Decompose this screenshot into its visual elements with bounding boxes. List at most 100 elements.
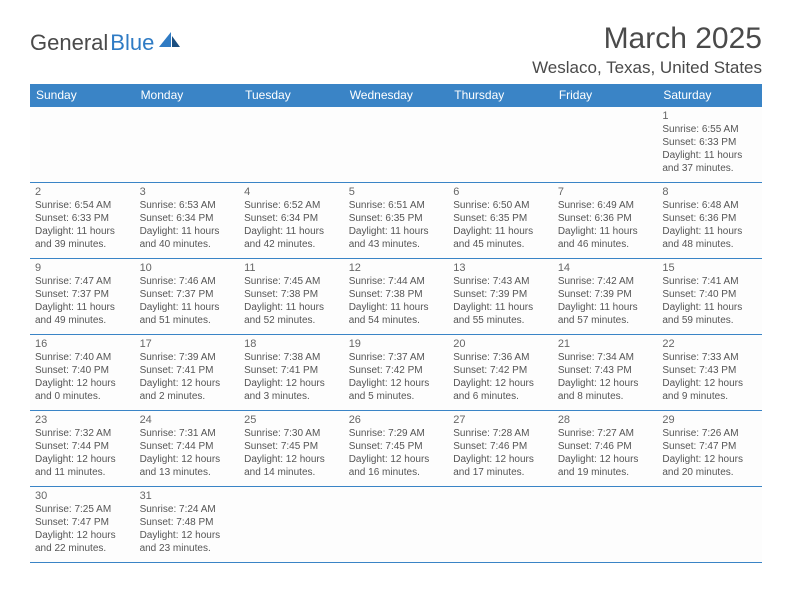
- calendar-cell: [239, 487, 344, 563]
- day-number: 7: [558, 186, 653, 198]
- calendar-cell: [657, 487, 762, 563]
- day-number: 30: [35, 490, 130, 502]
- day-info: Sunrise: 7:30 AMSunset: 7:45 PMDaylight:…: [244, 427, 339, 479]
- calendar-table: SundayMondayTuesdayWednesdayThursdayFrid…: [30, 84, 762, 563]
- calendar-cell: 11Sunrise: 7:45 AMSunset: 7:38 PMDayligh…: [239, 259, 344, 335]
- day-info: Sunrise: 6:53 AMSunset: 6:34 PMDaylight:…: [140, 199, 235, 251]
- calendar-row: 16Sunrise: 7:40 AMSunset: 7:40 PMDayligh…: [30, 335, 762, 411]
- calendar-cell: [344, 487, 449, 563]
- calendar-row: 1Sunrise: 6:55 AMSunset: 6:33 PMDaylight…: [30, 107, 762, 183]
- calendar-cell: 22Sunrise: 7:33 AMSunset: 7:43 PMDayligh…: [657, 335, 762, 411]
- day-number: 14: [558, 262, 653, 274]
- calendar-cell: 27Sunrise: 7:28 AMSunset: 7:46 PMDayligh…: [448, 411, 553, 487]
- day-number: 15: [662, 262, 757, 274]
- day-info: Sunrise: 7:36 AMSunset: 7:42 PMDaylight:…: [453, 351, 548, 403]
- calendar-cell: 16Sunrise: 7:40 AMSunset: 7:40 PMDayligh…: [30, 335, 135, 411]
- day-number: 16: [35, 338, 130, 350]
- day-info: Sunrise: 7:39 AMSunset: 7:41 PMDaylight:…: [140, 351, 235, 403]
- calendar-cell: 31Sunrise: 7:24 AMSunset: 7:48 PMDayligh…: [135, 487, 240, 563]
- day-number: 23: [35, 414, 130, 426]
- day-number: 10: [140, 262, 235, 274]
- day-info: Sunrise: 7:45 AMSunset: 7:38 PMDaylight:…: [244, 275, 339, 327]
- day-number: 29: [662, 414, 757, 426]
- day-header: Saturday: [657, 84, 762, 107]
- day-info: Sunrise: 7:24 AMSunset: 7:48 PMDaylight:…: [140, 503, 235, 555]
- calendar-cell: 17Sunrise: 7:39 AMSunset: 7:41 PMDayligh…: [135, 335, 240, 411]
- day-info: Sunrise: 7:31 AMSunset: 7:44 PMDaylight:…: [140, 427, 235, 479]
- day-number: 28: [558, 414, 653, 426]
- day-header: Sunday: [30, 84, 135, 107]
- calendar-cell: 2Sunrise: 6:54 AMSunset: 6:33 PMDaylight…: [30, 183, 135, 259]
- day-number: 12: [349, 262, 444, 274]
- day-number: 20: [453, 338, 548, 350]
- location-text: Weslaco, Texas, United States: [532, 58, 762, 78]
- calendar-cell: 19Sunrise: 7:37 AMSunset: 7:42 PMDayligh…: [344, 335, 449, 411]
- calendar-cell: 3Sunrise: 6:53 AMSunset: 6:34 PMDaylight…: [135, 183, 240, 259]
- day-number: 5: [349, 186, 444, 198]
- calendar-cell: [135, 107, 240, 183]
- calendar-cell: 8Sunrise: 6:48 AMSunset: 6:36 PMDaylight…: [657, 183, 762, 259]
- sail-icon: [159, 30, 181, 55]
- calendar-cell: 18Sunrise: 7:38 AMSunset: 7:41 PMDayligh…: [239, 335, 344, 411]
- calendar-cell: 9Sunrise: 7:47 AMSunset: 7:37 PMDaylight…: [30, 259, 135, 335]
- day-number: 26: [349, 414, 444, 426]
- day-info: Sunrise: 6:55 AMSunset: 6:33 PMDaylight:…: [662, 123, 757, 175]
- day-number: 17: [140, 338, 235, 350]
- day-header: Friday: [553, 84, 658, 107]
- day-info: Sunrise: 7:37 AMSunset: 7:42 PMDaylight:…: [349, 351, 444, 403]
- day-number: 3: [140, 186, 235, 198]
- day-header-row: SundayMondayTuesdayWednesdayThursdayFrid…: [30, 84, 762, 107]
- day-info: Sunrise: 7:27 AMSunset: 7:46 PMDaylight:…: [558, 427, 653, 479]
- page-header: GeneralBlue March 2025 Weslaco, Texas, U…: [30, 22, 762, 78]
- day-number: 13: [453, 262, 548, 274]
- day-number: 18: [244, 338, 339, 350]
- day-header: Monday: [135, 84, 240, 107]
- day-number: 9: [35, 262, 130, 274]
- calendar-cell: 1Sunrise: 6:55 AMSunset: 6:33 PMDaylight…: [657, 107, 762, 183]
- header-right: March 2025 Weslaco, Texas, United States: [532, 22, 762, 78]
- calendar-cell: 15Sunrise: 7:41 AMSunset: 7:40 PMDayligh…: [657, 259, 762, 335]
- calendar-cell: 20Sunrise: 7:36 AMSunset: 7:42 PMDayligh…: [448, 335, 553, 411]
- calendar-cell: 12Sunrise: 7:44 AMSunset: 7:38 PMDayligh…: [344, 259, 449, 335]
- day-number: 25: [244, 414, 339, 426]
- calendar-row: 23Sunrise: 7:32 AMSunset: 7:44 PMDayligh…: [30, 411, 762, 487]
- calendar-body: 1Sunrise: 6:55 AMSunset: 6:33 PMDaylight…: [30, 107, 762, 563]
- day-info: Sunrise: 6:51 AMSunset: 6:35 PMDaylight:…: [349, 199, 444, 251]
- day-number: 8: [662, 186, 757, 198]
- day-header: Thursday: [448, 84, 553, 107]
- calendar-cell: 21Sunrise: 7:34 AMSunset: 7:43 PMDayligh…: [553, 335, 658, 411]
- day-info: Sunrise: 7:40 AMSunset: 7:40 PMDaylight:…: [35, 351, 130, 403]
- day-number: 19: [349, 338, 444, 350]
- day-number: 27: [453, 414, 548, 426]
- day-number: 4: [244, 186, 339, 198]
- day-number: 24: [140, 414, 235, 426]
- day-info: Sunrise: 6:49 AMSunset: 6:36 PMDaylight:…: [558, 199, 653, 251]
- calendar-cell: 30Sunrise: 7:25 AMSunset: 7:47 PMDayligh…: [30, 487, 135, 563]
- day-info: Sunrise: 7:44 AMSunset: 7:38 PMDaylight:…: [349, 275, 444, 327]
- calendar-cell: 26Sunrise: 7:29 AMSunset: 7:45 PMDayligh…: [344, 411, 449, 487]
- calendar-cell: 4Sunrise: 6:52 AMSunset: 6:34 PMDaylight…: [239, 183, 344, 259]
- day-info: Sunrise: 7:33 AMSunset: 7:43 PMDaylight:…: [662, 351, 757, 403]
- day-number: 2: [35, 186, 130, 198]
- day-info: Sunrise: 7:28 AMSunset: 7:46 PMDaylight:…: [453, 427, 548, 479]
- day-info: Sunrise: 7:26 AMSunset: 7:47 PMDaylight:…: [662, 427, 757, 479]
- day-number: 6: [453, 186, 548, 198]
- day-info: Sunrise: 7:47 AMSunset: 7:37 PMDaylight:…: [35, 275, 130, 327]
- calendar-cell: [553, 487, 658, 563]
- month-title: March 2025: [532, 22, 762, 56]
- calendar-cell: [344, 107, 449, 183]
- day-number: 31: [140, 490, 235, 502]
- day-info: Sunrise: 7:25 AMSunset: 7:47 PMDaylight:…: [35, 503, 130, 555]
- calendar-cell: 6Sunrise: 6:50 AMSunset: 6:35 PMDaylight…: [448, 183, 553, 259]
- day-info: Sunrise: 7:29 AMSunset: 7:45 PMDaylight:…: [349, 427, 444, 479]
- logo-text-gray: General: [30, 32, 108, 54]
- calendar-cell: 25Sunrise: 7:30 AMSunset: 7:45 PMDayligh…: [239, 411, 344, 487]
- calendar-cell: [553, 107, 658, 183]
- calendar-cell: 23Sunrise: 7:32 AMSunset: 7:44 PMDayligh…: [30, 411, 135, 487]
- day-info: Sunrise: 7:43 AMSunset: 7:39 PMDaylight:…: [453, 275, 548, 327]
- day-number: 21: [558, 338, 653, 350]
- day-info: Sunrise: 6:54 AMSunset: 6:33 PMDaylight:…: [35, 199, 130, 251]
- day-info: Sunrise: 7:32 AMSunset: 7:44 PMDaylight:…: [35, 427, 130, 479]
- calendar-row: 2Sunrise: 6:54 AMSunset: 6:33 PMDaylight…: [30, 183, 762, 259]
- calendar-cell: [239, 107, 344, 183]
